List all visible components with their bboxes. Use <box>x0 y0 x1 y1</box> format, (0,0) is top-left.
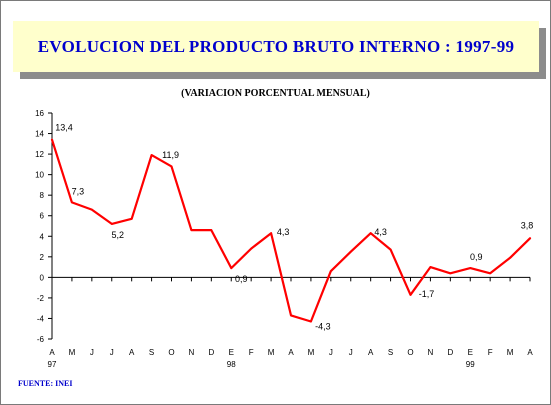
x-tick-label: F <box>488 348 493 357</box>
data-point <box>91 208 93 211</box>
data-label: 4,3 <box>374 227 387 237</box>
data-label: 13,4 <box>55 123 73 133</box>
y-tick-label: 0 <box>40 273 45 282</box>
data-label: 0,9 <box>235 274 248 284</box>
data-point <box>330 270 332 273</box>
data-point <box>150 154 153 156</box>
x-tick-label: D <box>447 348 453 357</box>
x-tick-label: A <box>129 348 135 357</box>
data-point <box>270 232 272 234</box>
data-label: 7,3 <box>72 186 85 196</box>
y-tick-label: 8 <box>40 191 45 200</box>
data-label: 11,9 <box>162 150 179 160</box>
x-tick-label: E <box>229 348 234 357</box>
x-tick-label: J <box>110 348 114 357</box>
x-tick-label: J <box>329 348 333 357</box>
data-point <box>529 237 531 240</box>
y-tick-label: 12 <box>35 150 44 159</box>
y-tick-label: 10 <box>35 171 44 180</box>
y-tick-label: 2 <box>40 253 45 262</box>
data-point <box>210 229 213 231</box>
x-tick-label: E <box>468 348 473 357</box>
data-label: 4,3 <box>277 227 290 237</box>
title-box: EVOLUCION DEL PRODUCTO BRUTO INTERNO : 1… <box>13 21 539 72</box>
x-tick-label: M <box>69 348 76 357</box>
data-point <box>469 267 472 269</box>
data-point <box>489 272 491 275</box>
data-label: -1,7 <box>419 289 435 299</box>
series-line-group <box>50 138 532 323</box>
data-point <box>71 201 73 204</box>
x-tick-label: M <box>268 348 275 357</box>
data-point <box>369 232 372 234</box>
data-label: 3,8 <box>521 220 534 230</box>
x-tick-label: S <box>149 348 154 357</box>
data-point <box>230 267 233 269</box>
data-point <box>349 250 352 253</box>
x-tick-label: J <box>90 348 94 357</box>
x-year-label: 98 <box>227 360 236 369</box>
x-year-label: 99 <box>466 360 475 369</box>
data-point <box>509 257 511 259</box>
data-point <box>389 248 392 251</box>
data-label: 5,2 <box>111 230 124 240</box>
data-point <box>250 247 252 250</box>
data-point <box>170 165 173 168</box>
data-point <box>130 218 133 220</box>
x-tick-label: A <box>288 348 294 357</box>
chart-subtitle: (VARIACION PORCENTUAL MENSUAL) <box>181 88 370 99</box>
x-tick-label: O <box>168 348 174 357</box>
data-point <box>310 320 312 323</box>
chart-title: EVOLUCION DEL PRODUCTO BRUTO INTERNO : 1… <box>37 36 515 56</box>
y-tick-label: -4 <box>37 314 45 323</box>
y-tick-label: -6 <box>37 335 45 344</box>
x-year-label: 97 <box>48 360 57 369</box>
data-label: -4,3 <box>315 322 331 332</box>
x-tick-label: S <box>388 348 393 357</box>
data-point <box>51 138 53 141</box>
data-point <box>429 266 432 268</box>
x-tick-label: A <box>527 348 533 357</box>
data-point <box>449 272 452 275</box>
y-tick-label: 4 <box>40 232 45 241</box>
data-point <box>290 314 292 317</box>
data-point <box>110 223 113 225</box>
x-tick-label: O <box>407 348 413 357</box>
x-tick-label: A <box>368 348 374 357</box>
x-tick-label: D <box>208 348 214 357</box>
x-tick-label: F <box>249 348 254 357</box>
y-tick-label: 6 <box>40 212 45 221</box>
data-point <box>190 229 193 231</box>
data-label: 0,9 <box>470 252 483 262</box>
y-tick-label: 14 <box>35 130 44 139</box>
y-tick-label: 16 <box>35 109 44 118</box>
data-point <box>409 294 412 296</box>
axes: 16 14 12 10 8 6 4 2 0 -2 -4 -6 A M J J A S O N D E F M A M J J A S O N D… <box>35 109 533 369</box>
source-note: FUENTE: INEI <box>18 379 73 388</box>
x-tick-label: M <box>507 348 514 357</box>
x-tick-label: N <box>428 348 434 357</box>
x-tick-label: A <box>49 348 55 357</box>
x-tick-label: J <box>349 348 353 357</box>
y-tick-label: -2 <box>37 294 45 303</box>
data-labels: 13,4 7,3 5,2 11,9 0,9 4,3 -4,3 4,3 -1,7 0,9 3,8 <box>55 123 533 332</box>
x-tick-label: N <box>189 348 195 357</box>
x-tick-label: M <box>308 348 315 357</box>
